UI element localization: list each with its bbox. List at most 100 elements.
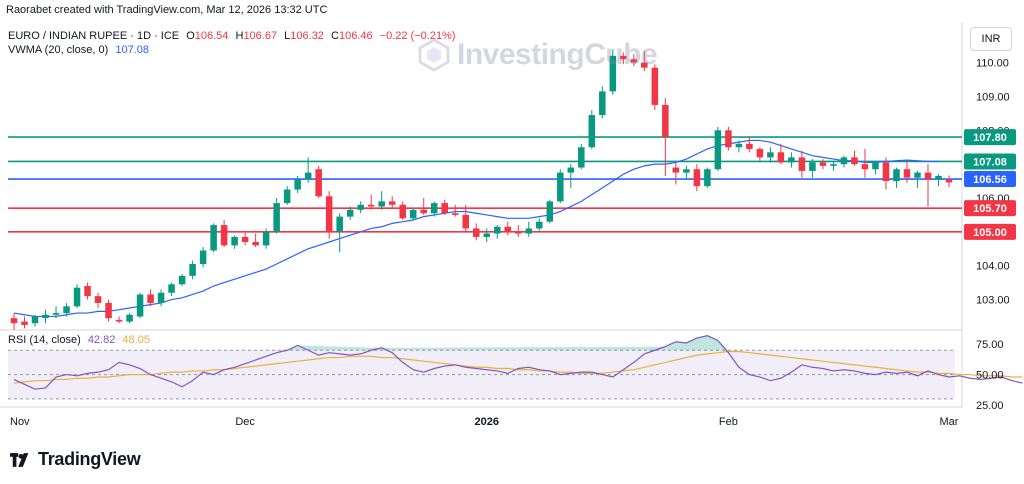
change-value: −0.22 (−0.21%) [379,30,456,42]
candle-body [409,209,417,219]
candle-body [788,157,795,163]
candle-body [315,169,322,197]
candle-body [84,286,91,297]
time-tick-label-Dec: Dec [235,416,255,428]
tradingview-logo-icon [10,452,29,467]
candle-body [798,157,806,171]
candle-body [420,209,427,214]
candle-body [430,203,438,214]
candle-body [588,115,596,148]
level-label-box-107.08 [964,153,1016,170]
candle-body [388,201,396,205]
candle-body [283,189,291,204]
price-tick-label-1: 104.00 [976,261,1010,273]
rsi-label[interactable]: RSI (14, close) [8,334,81,346]
candle-body [147,294,154,303]
candle-body [157,292,165,303]
candle-body [620,55,627,60]
candle-body [378,201,385,207]
candle-body [504,226,512,232]
candle-body [199,250,207,264]
candle-body [851,157,858,165]
candle-body [52,313,60,315]
level-label-107.80: 107.80 [973,132,1007,144]
candle-body [819,162,827,166]
candle-body [756,148,764,158]
candle-body [672,167,680,173]
candle-body [693,169,701,187]
rsi-tick-label-2: 75.00 [976,339,1004,351]
candle-body [294,179,301,190]
candle-body [399,204,406,219]
main-legend: EURO / INDIAN RUPEE · 1D · ICE O106.54 H… [8,30,456,43]
time-tick-label-Feb: Feb [719,416,738,428]
candle-body [94,296,102,303]
candle-body [336,216,343,232]
candle-body [136,294,144,317]
candle-body [872,162,879,170]
candle-body [367,204,375,207]
level-label-box-105.70 [964,200,1016,217]
rsi-ma-line [13,350,1023,384]
candle-body [725,130,732,148]
candle-body [630,59,638,63]
candle-body [451,213,459,215]
candle-body [483,233,491,237]
candle-body [231,236,238,246]
vwma-label[interactable]: VWMA (20, close, 0) [8,44,109,56]
candle-body [662,104,669,138]
candle-body [567,167,575,173]
vwma-line [13,139,939,318]
candle-body [840,157,848,165]
candle-body [830,164,837,166]
cube-icon [418,38,450,72]
candle-body [42,314,49,319]
candle-body [325,196,333,232]
candle-body [903,169,911,178]
candle-body [472,228,480,237]
candle-body [651,67,659,105]
chart-created-by: Raorabet created with TradingView.com, M… [6,4,328,16]
vwma-value: 107.08 [115,44,149,56]
rsi-value: 42.82 [87,334,116,346]
open-label: O [186,30,195,42]
candle-body [31,316,39,324]
candle-body [304,172,312,180]
candle-body [683,169,690,173]
candle-body [557,172,564,202]
tradingview-logo[interactable]: TradingView [10,449,141,470]
candle-body [704,169,711,187]
candle-body [777,152,785,163]
price-tick-label-7: 110.00 [976,58,1009,70]
candle-body [241,236,249,242]
price-tick-label-0: 103.00 [976,295,1010,307]
low-label: L [284,30,291,42]
currency-button[interactable]: INR [970,27,1012,51]
candle-body [735,143,743,148]
candle-body [536,221,543,229]
candle-body [441,203,448,214]
candle-body [357,204,364,210]
candle-body [578,147,585,168]
vwma-legend: VWMA (20, close, 0) 107.08 [8,44,149,57]
candle-body [178,275,186,285]
candle-body [893,169,900,182]
watermark-text: InvestingCube [457,38,658,71]
candle-body [252,242,259,246]
candle-body [10,318,18,324]
level-label-box-107.80 [964,129,1016,146]
candle-body [220,225,228,246]
candle-body [126,314,133,322]
candle-body [714,130,722,170]
candle-body [861,164,869,170]
symbol-name[interactable]: EURO / INDIAN RUPEE · 1D · ICE [8,30,180,42]
candle-body [767,152,774,158]
candle-body [105,302,112,319]
rsi-overbought-fill [287,335,729,351]
candle-body [914,172,921,178]
candle-body [73,287,81,307]
level-label-106.56: 106.56 [973,174,1007,186]
price-tick-label-6: 109.00 [976,91,1010,103]
candle-body [935,176,942,180]
